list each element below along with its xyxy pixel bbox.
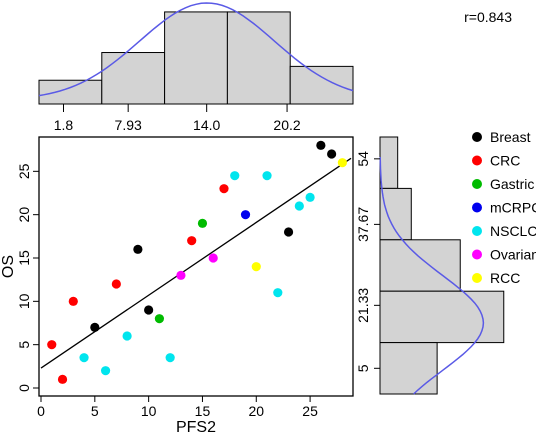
point-crc <box>47 340 57 350</box>
correlation-annotation: r=0.843 <box>464 9 512 25</box>
legend-marker-crc <box>472 155 482 166</box>
legend-marker-ovarian <box>472 249 482 260</box>
x-tick-label: 10 <box>141 403 157 419</box>
x-tick-label: 25 <box>302 403 318 419</box>
point-nsclc <box>273 288 283 298</box>
histogram-bar <box>379 136 399 189</box>
point-breast <box>316 140 326 150</box>
x-tick-label: 0 <box>37 403 45 419</box>
top-histogram: 1.8 7.93 14.0 20.2 r=0.843 <box>38 2 512 133</box>
legend-label-mcrpc: mCRPC <box>490 200 536 216</box>
point-nsclc <box>305 192 315 202</box>
plot-frame <box>38 136 354 397</box>
legend-marker-rcc <box>472 273 482 283</box>
point-nsclc <box>230 171 240 181</box>
point-nsclc <box>165 353 175 363</box>
regression-line <box>40 157 352 369</box>
pfs2-density-curve <box>38 2 354 97</box>
scatter-plot: 0 5 10 15 20 25 0 5 10 15 20 25 PFS2 OS <box>0 136 354 432</box>
right-tick-label: 37.67 <box>355 207 371 242</box>
top-tick-label: 1.8 <box>54 117 74 133</box>
point-crc <box>111 279 121 289</box>
point-nsclc <box>79 353 89 363</box>
y-tick-label: 10 <box>16 293 32 309</box>
point-breast <box>90 322 100 332</box>
legend-marker-mcrpc <box>472 202 482 213</box>
point-rcc <box>337 158 347 168</box>
y-tick-label: 25 <box>16 163 32 179</box>
point-mcrpc <box>240 210 251 220</box>
histogram-bar <box>289 65 354 105</box>
legend-label-breast: Breast <box>490 129 531 145</box>
point-breast <box>144 305 154 315</box>
point-crc <box>219 184 229 194</box>
right-tick-group: 54 37.67 21.33 5 <box>355 151 380 372</box>
legend-marker-nsclc <box>472 226 482 236</box>
point-gastric <box>197 218 208 228</box>
legend-label-ovarian: Ovarian <box>490 247 536 263</box>
legend-marker-gastric <box>472 179 482 189</box>
x-tick-label: 15 <box>195 403 211 419</box>
histogram-bar <box>379 239 461 292</box>
point-crc <box>57 374 68 384</box>
right-tick-label: 5 <box>355 364 371 372</box>
right-histogram: 54 37.67 21.33 5 <box>355 136 505 395</box>
point-ovarian <box>176 270 186 280</box>
top-tick-label: 20.2 <box>273 117 300 133</box>
legend-marker-breast <box>472 132 482 142</box>
point-breast <box>327 149 337 159</box>
right-tick-label: 21.33 <box>355 288 371 323</box>
point-crc <box>187 236 197 246</box>
point-nsclc <box>262 171 272 181</box>
y-tick-label: 0 <box>16 384 32 392</box>
os-density-curve <box>379 156 485 395</box>
x-axis-label: PFS2 <box>176 419 216 432</box>
point-rcc <box>251 262 261 272</box>
legend-label-crc: CRC <box>490 153 520 169</box>
legend-label-gastric: Gastric <box>490 176 534 192</box>
y-tick-label: 15 <box>16 250 32 266</box>
top-tick-label: 14.0 <box>193 117 220 133</box>
x-tick-label: 20 <box>248 403 264 419</box>
x-tick-label: 5 <box>91 403 99 419</box>
top-tick-group: 1.8 7.93 14.0 20.2 <box>54 104 301 133</box>
right-tick-label: 54 <box>355 151 371 167</box>
top-tick-label: 7.93 <box>115 117 142 133</box>
point-breast <box>133 244 143 254</box>
point-crc <box>68 296 78 306</box>
point-gastric <box>154 314 165 324</box>
point-ovarian <box>208 253 218 263</box>
legend-label-rcc: RCC <box>490 270 520 286</box>
point-nsclc <box>122 331 132 341</box>
point-breast <box>283 227 294 237</box>
y-tick-label: 20 <box>16 207 32 223</box>
y-tick-label: 5 <box>16 341 32 349</box>
y-axis-label: OS <box>0 255 17 278</box>
histogram-bar <box>379 290 505 344</box>
histogram-bar <box>379 342 438 395</box>
point-nsclc <box>100 366 111 376</box>
legend-label-nsclc: NSCLC <box>490 223 536 239</box>
legend: Breast CRC Gastric mCRPC NSCLC Ovarian RCC <box>472 129 536 286</box>
histogram-bar <box>101 52 166 105</box>
histogram-bar <box>226 11 291 105</box>
histogram-bar <box>38 79 103 105</box>
histogram-bar <box>164 11 228 105</box>
point-nsclc <box>294 201 304 211</box>
